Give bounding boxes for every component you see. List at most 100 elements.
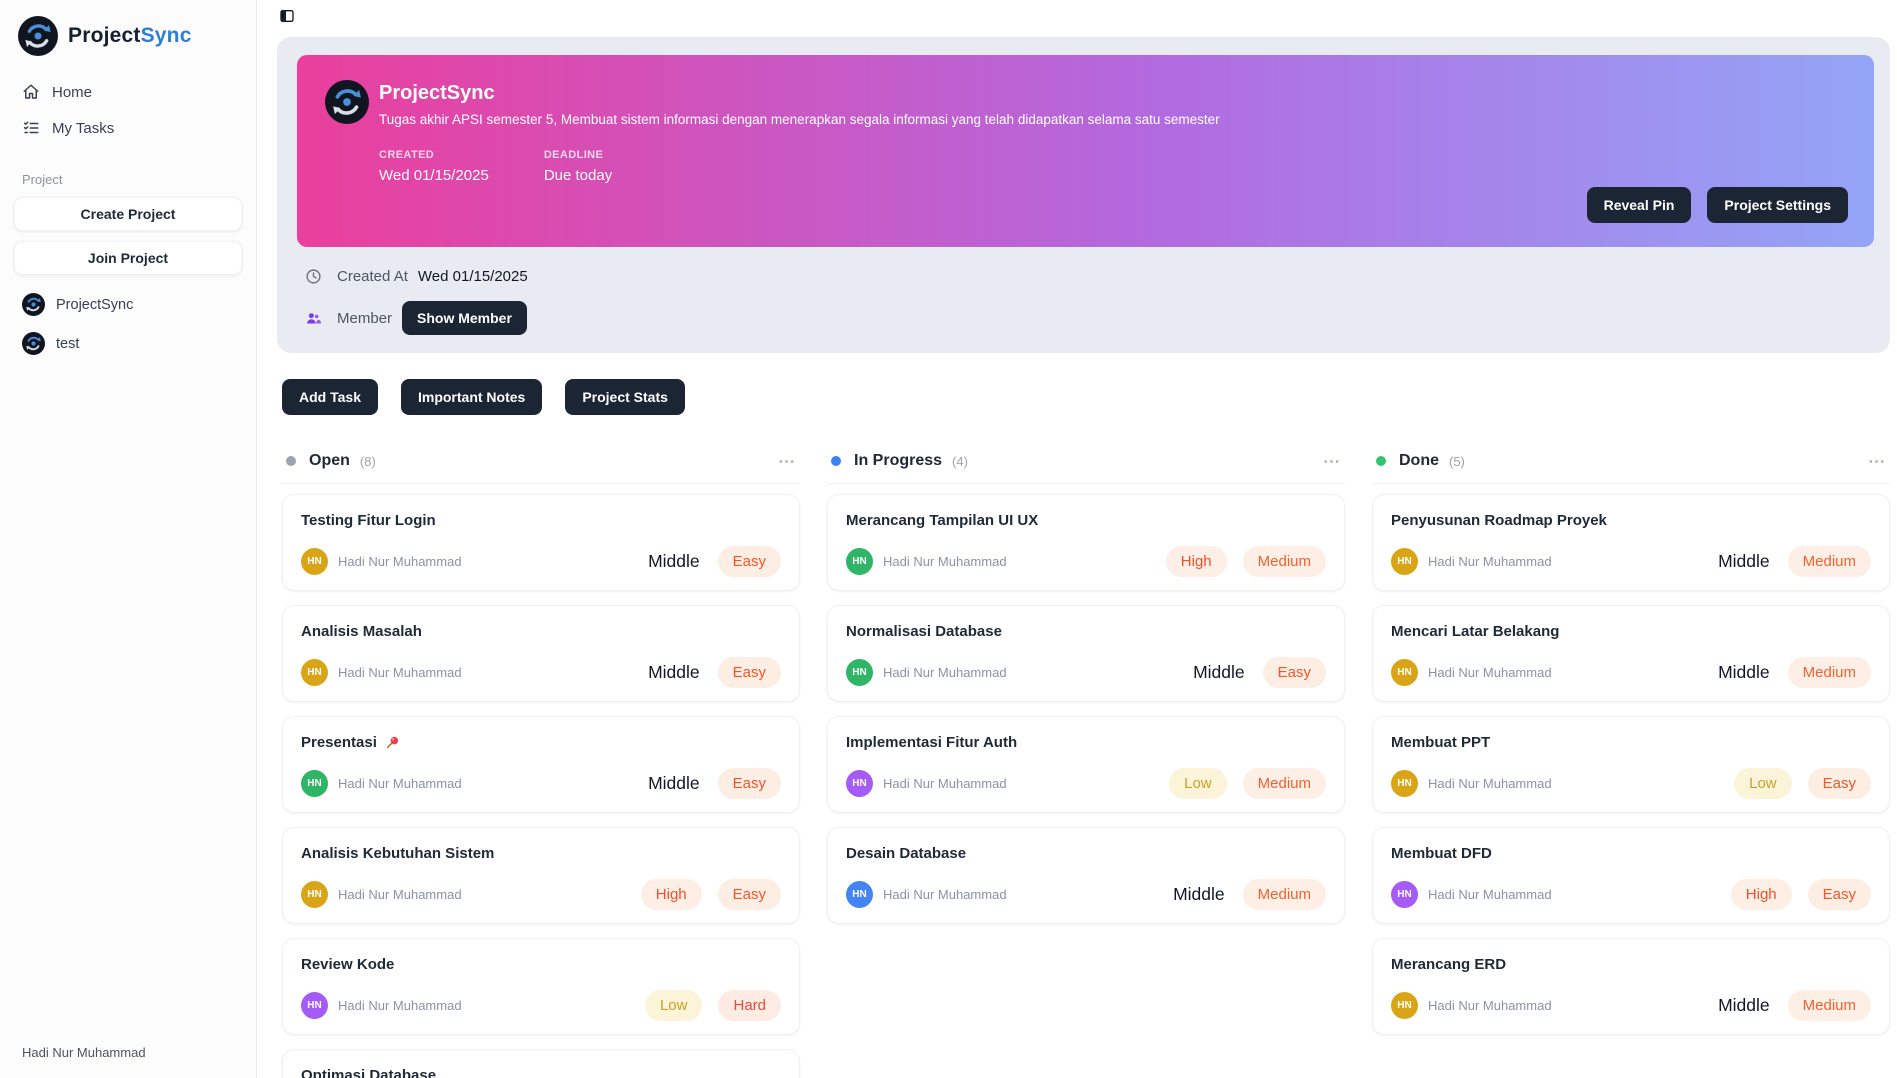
priority-badge: Low — [1169, 768, 1227, 799]
board-column: Open (8) ⋯ Testing Fitur Login HN Hadi N… — [282, 452, 800, 1078]
priority-badge: High — [640, 879, 702, 910]
project-icon — [22, 293, 45, 316]
important-notes-button[interactable]: Important Notes — [400, 379, 543, 415]
sidebar-section-project: Project — [22, 172, 63, 187]
difficulty-badge: Easy — [1807, 879, 1871, 910]
join-project-button[interactable]: Join Project — [14, 241, 242, 275]
task-card[interactable]: Desain Database HN Hadi Nur Muhammad Mid… — [827, 827, 1345, 924]
app-logo: ProjectSync — [12, 12, 244, 74]
priority-badge: Middle — [648, 551, 700, 571]
task-card[interactable]: Penyusunan Roadmap Proyek HN Hadi Nur Mu… — [1372, 494, 1890, 591]
deadline-block: DEADLINE Due today — [544, 149, 612, 184]
sidebar-toggle-icon[interactable] — [279, 8, 295, 24]
assignee-name: Hadi Nur Muhammad — [338, 776, 462, 791]
task-card[interactable]: Mencari Latar Belakang HN Hadi Nur Muham… — [1372, 605, 1890, 702]
column-menu-ellipsis-icon[interactable]: ⋯ — [1868, 451, 1886, 471]
priority-badge: Middle — [1193, 662, 1245, 682]
task-title: Merancang ERD — [1391, 956, 1507, 973]
deadline-value: Due today — [543, 167, 613, 184]
sidebar: ProjectSync Home My Tasks Project Create… — [0, 0, 257, 1078]
main-content: ProjectSync Tugas akhir APSI semester 5,… — [257, 0, 1897, 1078]
project-stats-button[interactable]: Project Stats — [565, 379, 685, 415]
task-badges: High Medium — [1165, 546, 1326, 577]
column-title: In Progress — [854, 452, 943, 469]
task-title: Membuat PPT — [1391, 734, 1491, 751]
task-badges: High Easy — [1730, 879, 1871, 910]
task-title: Implementasi Fitur Auth — [846, 734, 1018, 751]
avatar: HN — [1391, 992, 1418, 1019]
task-title: Desain Database — [846, 845, 967, 862]
sidebar-project-projectsync[interactable]: ProjectSync — [12, 285, 244, 324]
task-card[interactable]: Optimasi Database HN Hadi Nur Muhammad M… — [282, 1049, 800, 1078]
app-title: ProjectSync — [68, 24, 192, 47]
difficulty-badge: Medium — [1787, 990, 1871, 1021]
task-title: Testing Fitur Login — [301, 512, 436, 529]
task-badges: Low Medium — [1169, 768, 1326, 799]
assignee-name: Hadi Nur Muhammad — [338, 554, 462, 569]
column-count: (8) — [359, 453, 376, 469]
column-menu-ellipsis-icon[interactable]: ⋯ — [1323, 451, 1341, 471]
create-project-button[interactable]: Create Project — [14, 197, 242, 231]
task-card[interactable]: Merancang Tampilan UI UX HN Hadi Nur Muh… — [827, 494, 1345, 591]
created-label: CREATED — [379, 149, 435, 161]
project-settings-button[interactable]: Project Settings — [1707, 187, 1848, 223]
difficulty-badge: Easy — [1807, 768, 1871, 799]
avatar: HN — [846, 659, 873, 686]
task-title: Penyusunan Roadmap Proyek — [1391, 512, 1607, 529]
avatar: HN — [301, 770, 328, 797]
project-icon — [22, 332, 45, 355]
task-badges: Middle Medium — [1716, 990, 1871, 1021]
assignee-name: Hadi Nur Muhammad — [338, 998, 462, 1013]
sidebar-item-my-tasks[interactable]: My Tasks — [12, 110, 244, 146]
priority-badge: Low — [644, 990, 703, 1021]
task-card[interactable]: Testing Fitur Login HN Hadi Nur Muhammad… — [282, 494, 800, 591]
column-count: (4) — [952, 453, 968, 469]
project-banner: ProjectSync Tugas akhir APSI semester 5,… — [297, 55, 1874, 247]
avatar: HN — [1391, 659, 1418, 686]
priority-badge: Middle — [1173, 884, 1225, 904]
difficulty-badge: Easy — [717, 657, 781, 688]
project-overview-panel: ProjectSync Tugas akhir APSI semester 5,… — [277, 37, 1890, 353]
task-card[interactable]: Presentasi HN Hadi Nur Muhammad Middle E… — [282, 716, 800, 813]
difficulty-badge: Easy — [1262, 657, 1326, 688]
task-card[interactable]: Merancang ERD HN Hadi Nur Muhammad Middl… — [1372, 938, 1890, 1035]
task-title: Presentasi — [301, 734, 377, 751]
priority-badge: Low — [1734, 768, 1792, 799]
show-member-button[interactable]: Show Member — [402, 301, 527, 335]
assignee-name: Hadi Nur Muhammad — [883, 887, 1007, 902]
member-label: Member — [337, 309, 393, 327]
sidebar-item-label: My Tasks — [52, 119, 115, 137]
sidebar-user-name: Hadi Nur Muhammad — [22, 1045, 146, 1060]
created-at-label: Created At — [337, 267, 408, 285]
board-column: Done (5) ⋯ Penyusunan Roadmap Proyek HN … — [1372, 452, 1890, 1078]
column-cards: Merancang Tampilan UI UX HN Hadi Nur Muh… — [827, 494, 1345, 924]
task-card[interactable]: Normalisasi Database HN Hadi Nur Muhamma… — [827, 605, 1345, 702]
priority-badge: Middle — [1718, 551, 1770, 571]
task-card[interactable]: Review Kode HN Hadi Nur Muhammad Low Har… — [282, 938, 800, 1035]
task-badges: Middle Easy — [646, 657, 781, 688]
project-title: ProjectSync — [379, 82, 495, 104]
add-task-button[interactable]: Add Task — [282, 379, 378, 415]
task-badges: Middle Easy — [1191, 657, 1326, 688]
avatar: HN — [1391, 548, 1418, 575]
task-badges: Low Easy — [1734, 768, 1871, 799]
column-menu-ellipsis-icon[interactable]: ⋯ — [778, 451, 796, 471]
sidebar-project-test[interactable]: test — [12, 324, 244, 363]
sidebar-item-home[interactable]: Home — [12, 74, 244, 110]
task-card[interactable]: Analisis Kebutuhan Sistem HN Hadi Nur Mu… — [282, 827, 800, 924]
task-card[interactable]: Implementasi Fitur Auth HN Hadi Nur Muha… — [827, 716, 1345, 813]
assignee-name: Hadi Nur Muhammad — [1428, 665, 1552, 680]
avatar: HN — [1391, 881, 1418, 908]
reveal-pin-button[interactable]: Reveal Pin — [1586, 187, 1692, 223]
avatar: HN — [846, 548, 873, 575]
task-title: Mencari Latar Belakang — [1391, 623, 1560, 640]
task-title: Merancang Tampilan UI UX — [846, 512, 1039, 529]
project-name: test — [56, 335, 80, 352]
task-title: Analisis Masalah — [301, 623, 422, 640]
task-card[interactable]: Analisis Masalah HN Hadi Nur Muhammad Mi… — [282, 605, 800, 702]
priority-badge: Middle — [1718, 662, 1770, 682]
task-card[interactable]: Membuat DFD HN Hadi Nur Muhammad High Ea… — [1372, 827, 1890, 924]
projectsync-logo-icon — [18, 16, 58, 56]
project-logo-icon — [325, 80, 369, 124]
task-card[interactable]: Membuat PPT HN Hadi Nur Muhammad Low Eas… — [1372, 716, 1890, 813]
